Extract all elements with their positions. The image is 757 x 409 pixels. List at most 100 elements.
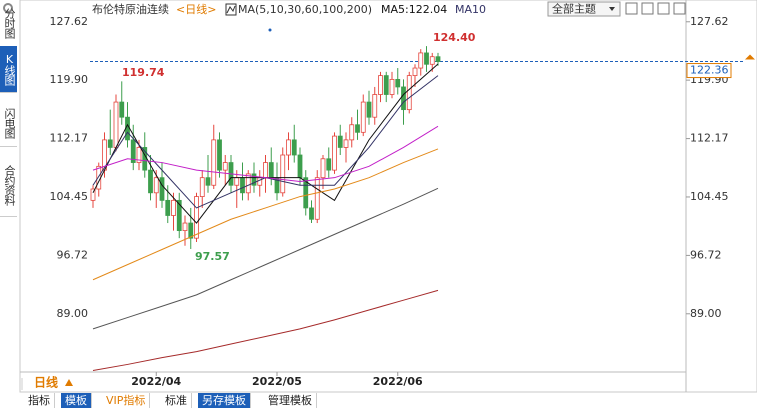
candle-body: [165, 199, 171, 216]
price-annotation: 124.40: [433, 31, 476, 44]
candle-body: [366, 101, 372, 118]
candle-body: [349, 124, 355, 141]
x-tick-label: 2022/04: [131, 375, 181, 388]
toolbar-icon[interactable]: [657, 2, 670, 15]
settings-icon[interactable]: [3, 3, 13, 13]
footer-tab[interactable]: 另存模板: [198, 393, 251, 408]
candle-body: [314, 177, 320, 220]
candle-body: [412, 67, 418, 77]
candle-body: [418, 52, 424, 69]
side-tab[interactable]: 合约资料: [0, 154, 17, 217]
footer-tab[interactable]: VIP指标: [102, 393, 151, 408]
y-tick-label: 119.90: [50, 73, 89, 86]
candle-body: [211, 139, 217, 186]
candle-body: [291, 139, 297, 156]
title: 布伦特原油连续: [92, 2, 169, 16]
y-tick-label: 89.00: [57, 307, 89, 320]
footer-period[interactable]: 日线: [34, 375, 58, 390]
candle-body: [257, 177, 263, 186]
candle-body: [326, 158, 332, 171]
side-tab[interactable]: 分时图: [0, 0, 17, 47]
price-annotation: 97.57: [195, 250, 230, 263]
last-price-label: 122.36: [690, 64, 729, 77]
candle-body: [297, 154, 303, 179]
toolbar-icon[interactable]: [673, 2, 686, 15]
candle-body: [182, 222, 188, 232]
candle-body: [107, 139, 113, 148]
ma-line: [92, 148, 439, 281]
legend-item: MA5:122.04: [381, 3, 447, 16]
legend-title: MA(5,10,30,60,100,200): [238, 3, 372, 16]
y-tick-label-right: 104.45: [690, 190, 729, 203]
candle-body: [234, 177, 240, 186]
footer-tab[interactable]: 管理模板: [264, 393, 317, 408]
candle-body: [268, 162, 274, 179]
candle-body: [406, 75, 412, 111]
candle-body: [199, 177, 205, 197]
y-tick-label: 127.62: [50, 15, 89, 28]
y-tick-label-right: 89.00: [690, 307, 722, 320]
theme-button[interactable]: [547, 1, 621, 17]
y-tick-label-right: 127.62: [690, 15, 729, 28]
footer-tab[interactable]: 模板: [61, 393, 92, 408]
candle-body: [251, 173, 257, 186]
candle-body: [245, 173, 251, 194]
candle-body: [136, 147, 142, 163]
candle-body: [194, 196, 199, 239]
candle-body: [303, 177, 309, 209]
ma-line: [92, 187, 439, 330]
period-arrow[interactable]: [65, 379, 73, 386]
chart-frame: [19, 0, 757, 393]
candle-body: [424, 52, 429, 65]
side-tab[interactable]: K线图: [0, 46, 17, 93]
candle-body: [435, 56, 441, 62]
candle-body: [429, 56, 435, 65]
candle-body: [148, 169, 153, 194]
candle-body: [171, 199, 176, 216]
last-price-arrow: [745, 54, 755, 60]
ma-line: [92, 125, 439, 182]
candle-body: [320, 158, 326, 179]
toolbar-icon[interactable]: [641, 2, 654, 15]
y-tick-label-right: 96.72: [690, 248, 722, 261]
candle-body: [119, 101, 125, 118]
candle-body: [188, 222, 194, 239]
candle-body: [286, 139, 291, 156]
candle-body: [176, 199, 182, 232]
candle-body: [159, 177, 165, 201]
candle-body: [130, 139, 136, 163]
candle-body: [90, 188, 96, 201]
candle-body: [389, 78, 395, 95]
x-tick-label: 2022/05: [252, 375, 302, 388]
period: <日线>: [176, 2, 216, 16]
candle-body: [332, 135, 337, 171]
candle-body: [395, 78, 401, 88]
candle-body: [309, 207, 314, 220]
y-tick-label: 104.45: [50, 190, 89, 203]
dropdown-arrow: [609, 7, 615, 11]
price-annotation: 119.74: [122, 66, 165, 79]
y-tick-label-right: 112.17: [690, 132, 729, 145]
candle-body: [360, 101, 366, 133]
candle-body: [113, 101, 119, 148]
candle-body: [217, 139, 222, 171]
ma-line: [92, 289, 439, 371]
ma-icon: [225, 3, 237, 16]
x-tick-label: 2022/06: [373, 375, 423, 388]
candle-body: [337, 135, 343, 148]
candle-body: [372, 94, 378, 118]
legend-item: MA10: [455, 3, 486, 16]
marker-dot: [268, 28, 272, 32]
footer-tab[interactable]: 指标: [24, 393, 55, 408]
candle-body: [222, 162, 228, 171]
side-tab[interactable]: 闪电图: [0, 100, 17, 147]
toolbar-icon[interactable]: [625, 2, 638, 15]
candle-body: [205, 177, 211, 186]
candle-body: [343, 139, 349, 148]
footer-tab[interactable]: 标准: [161, 393, 192, 408]
last-price-box: [686, 63, 732, 79]
theme-button-label[interactable]: 全部主题: [552, 2, 596, 16]
ma-icon-line: [226, 5, 236, 14]
